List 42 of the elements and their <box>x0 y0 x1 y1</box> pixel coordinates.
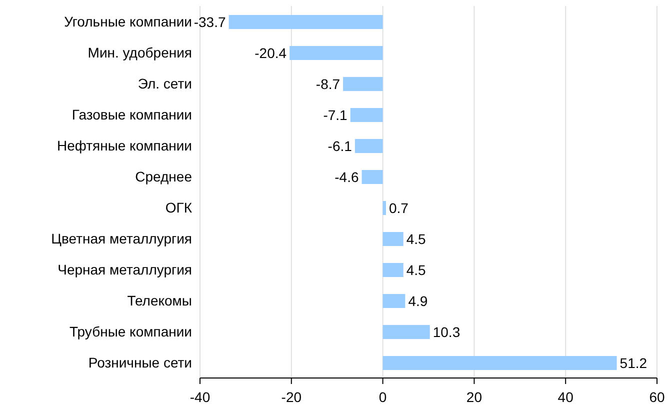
x-tick-label: 20 <box>466 388 482 405</box>
data-label: -7.1 <box>323 106 348 123</box>
y-tick-label: Среднее <box>135 168 192 184</box>
y-tick-label: Розничные сети <box>88 354 192 370</box>
bar <box>382 325 430 339</box>
data-label: 0.7 <box>389 200 409 216</box>
bar <box>290 46 383 60</box>
data-label: -4.6 <box>334 168 359 185</box>
x-tick-label: 40 <box>558 388 574 405</box>
bar <box>354 139 383 153</box>
y-tick-label: Эл. сети <box>138 75 192 92</box>
data-label: 4.5 <box>406 262 426 278</box>
data-label: -33.7 <box>194 14 226 30</box>
data-label: 51.2 <box>620 354 648 371</box>
y-tick-label: Нефтяные компании <box>56 137 192 154</box>
bar <box>382 263 404 277</box>
bar <box>343 77 383 91</box>
bar <box>228 15 383 29</box>
x-tick-label: 0 <box>378 388 387 405</box>
y-tick-label: Мин. удобрения <box>88 44 192 60</box>
data-label: 4.9 <box>408 292 428 309</box>
bar <box>350 108 383 122</box>
x-tick-label: 60 <box>649 388 665 405</box>
bar <box>382 294 406 308</box>
y-tick-label: Трубные компании <box>70 323 192 340</box>
y-tick-label: Газовые компании <box>72 106 192 122</box>
bar <box>362 170 383 184</box>
bar <box>382 356 617 370</box>
x-tick-label: -40 <box>190 388 210 405</box>
bar <box>382 201 386 215</box>
bar <box>382 232 404 246</box>
x-tick-label: -20 <box>281 388 302 405</box>
data-label: -20.4 <box>254 44 287 61</box>
data-label: -6.1 <box>328 138 352 154</box>
y-tick-label: Телекомы <box>127 292 192 308</box>
data-label: -8.7 <box>316 76 340 92</box>
y-tick-label: ОГК <box>165 199 193 216</box>
y-tick-label: Угольные компании <box>64 13 192 30</box>
data-label: 10.3 <box>432 324 460 340</box>
y-tick-label: Цветная металлургия <box>51 230 192 246</box>
y-tick-label: Черная металлургия <box>58 261 192 278</box>
data-label: 4.5 <box>406 230 426 247</box>
